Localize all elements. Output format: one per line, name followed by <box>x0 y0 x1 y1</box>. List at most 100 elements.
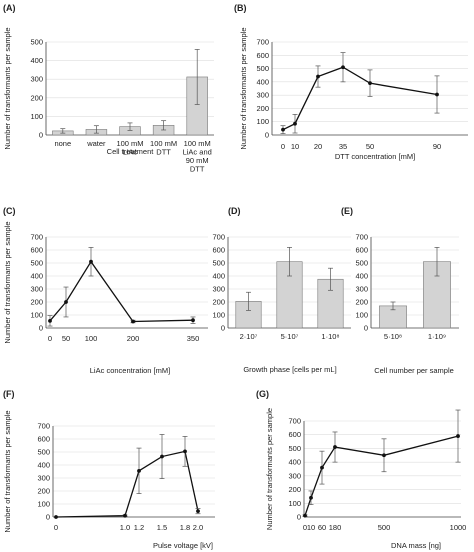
y-tick-label: 600 <box>30 246 43 255</box>
y-tick-label: 100 <box>212 311 225 320</box>
y-tick-label: 300 <box>288 471 301 480</box>
y-tick-label: 0 <box>39 131 43 140</box>
y-tick-label: 100 <box>37 500 50 509</box>
data-point <box>131 319 135 324</box>
y-tick-label: 300 <box>212 285 225 294</box>
y-tick-label: 200 <box>212 298 225 307</box>
y-tick-label: 400 <box>30 56 43 65</box>
x-axis-title: Pulse voltage [kV] <box>153 541 213 550</box>
x-tick-label: 1·10⁹ <box>428 332 446 341</box>
data-point <box>293 121 297 126</box>
y-tick-label: 100 <box>30 311 43 320</box>
y-tick-label: 500 <box>30 38 43 47</box>
x-tick-label: 0 <box>54 523 58 532</box>
y-axis-title: Number of transformants per sample <box>239 27 248 149</box>
y-tick-label: 300 <box>355 285 368 294</box>
y-axis-title: Number of transformants per sample <box>265 408 274 530</box>
x-tick-label: 500 <box>378 523 391 532</box>
y-tick-label: 0 <box>364 324 368 333</box>
x-tick-label: 1.2 <box>134 523 144 532</box>
data-point <box>123 513 127 518</box>
data-point <box>183 449 187 454</box>
data-point <box>341 65 345 70</box>
y-tick-label: 600 <box>355 246 368 255</box>
y-tick-label: 0 <box>297 513 301 522</box>
panel-label: (G) <box>256 389 269 399</box>
data-point <box>89 259 93 264</box>
y-axis-title: Number of transformants per sample <box>3 27 12 149</box>
data-point <box>368 81 372 86</box>
y-tick-label: 400 <box>288 458 301 467</box>
x-tick-label: 350 <box>187 334 200 343</box>
x-tick-label: 90 mM <box>186 156 209 165</box>
data-point <box>303 513 307 518</box>
x-tick-label: 180 <box>329 523 342 532</box>
y-axis-title: Number of transformants per sample <box>3 410 12 532</box>
y-tick-label: 400 <box>256 77 269 86</box>
x-tick-label: water <box>86 139 106 148</box>
x-tick-label: 20 <box>314 142 322 151</box>
y-tick-label: 600 <box>256 51 269 60</box>
y-tick-label: 500 <box>355 259 368 268</box>
x-tick-label: 5·10⁸ <box>384 332 402 341</box>
data-point <box>64 300 68 304</box>
data-point <box>191 318 195 323</box>
x-tick-label: 1·10⁸ <box>321 332 339 341</box>
x-tick-label: 10 <box>307 523 315 532</box>
y-tick-label: 400 <box>30 272 43 281</box>
y-tick-label: 500 <box>212 259 225 268</box>
y-tick-label: 100 <box>288 499 301 508</box>
x-axis-title: Cell treatment <box>107 147 155 156</box>
y-tick-label: 500 <box>288 444 301 453</box>
series-line <box>304 435 459 516</box>
panel-label: (E) <box>341 206 353 216</box>
y-tick-label: 700 <box>212 233 225 242</box>
y-tick-label: 0 <box>46 513 50 522</box>
x-tick-label: 5·10⁷ <box>281 332 299 341</box>
series-line <box>55 450 199 518</box>
x-tick-label: LiAc <box>123 148 138 157</box>
y-tick-label: 400 <box>212 272 225 281</box>
panel-label: (A) <box>3 3 16 13</box>
y-tick-label: 300 <box>30 285 43 294</box>
x-axis-title: Cell number per sample <box>374 366 454 375</box>
data-point <box>320 465 324 470</box>
y-tick-label: 700 <box>37 422 50 431</box>
y-tick-label: 600 <box>37 435 50 444</box>
y-tick-label: 300 <box>37 474 50 483</box>
y-tick-label: 100 <box>30 112 43 121</box>
y-tick-label: 200 <box>37 487 50 496</box>
y-tick-label: 200 <box>355 298 368 307</box>
panel-d: (D) 0 100 200 300 400 500 600 700 Growth phase [c… <box>212 206 351 374</box>
panel-a: (A) 0 100 200 300 400 500 Number of transforman… <box>3 3 214 174</box>
x-tick-label: 35 <box>339 142 347 151</box>
x-axis-title: DNA mass [ng] <box>391 541 441 550</box>
x-tick-label: 1.8 <box>180 523 190 532</box>
y-tick-label: 0 <box>265 131 269 140</box>
x-tick-label: none <box>54 139 71 148</box>
panel-label: (F) <box>3 389 15 399</box>
y-tick-label: 200 <box>288 485 301 494</box>
data-point <box>160 454 164 459</box>
x-tick-label: LiAc and <box>183 148 212 157</box>
y-tick-label: 0 <box>39 324 43 333</box>
x-tick-label: 0 <box>281 142 285 151</box>
x-tick-label: 0 <box>48 334 52 343</box>
y-tick-label: 700 <box>288 417 301 426</box>
panel-label: (C) <box>3 206 16 216</box>
y-tick-label: 700 <box>30 233 43 242</box>
x-axis-title: DTT concentration [mM] <box>335 152 415 161</box>
x-tick-label: 200 <box>127 334 140 343</box>
y-tick-label: 500 <box>256 64 269 73</box>
data-point <box>309 495 313 500</box>
series-line <box>282 66 438 131</box>
y-tick-label: 300 <box>30 75 43 84</box>
series-line <box>49 260 194 323</box>
y-tick-label: 700 <box>355 233 368 242</box>
x-tick-label: 10 <box>291 142 299 151</box>
y-tick-label: 100 <box>355 311 368 320</box>
